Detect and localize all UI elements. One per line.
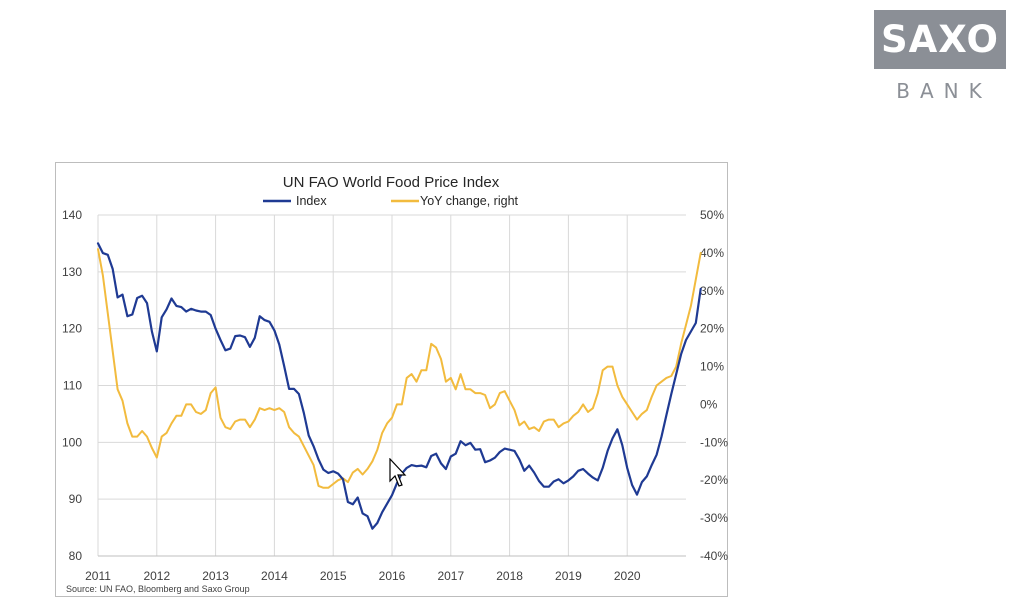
x-tick-label: 2013: [202, 569, 229, 583]
right-tick-label: -20%: [700, 473, 728, 487]
right-tick-label: -30%: [700, 511, 728, 525]
right-tick-label: -10%: [700, 435, 728, 449]
mouse-cursor-icon: [389, 458, 407, 487]
right-tick-label: 40%: [700, 246, 724, 260]
x-tick-label: 2011: [85, 569, 111, 583]
right-tick-label: 0%: [700, 397, 718, 411]
logo-wordmark: SAXO: [874, 10, 1006, 69]
left-tick-label: 130: [62, 265, 82, 279]
legend-label: Index: [296, 194, 327, 208]
left-tick-label: 110: [63, 379, 82, 393]
left-tick-label: 120: [62, 322, 82, 336]
source-note: Source: UN FAO, Bloomberg and Saxo Group: [66, 584, 250, 594]
right-tick-label: 10%: [700, 360, 724, 374]
left-tick-label: 90: [69, 492, 83, 506]
x-tick-label: 2012: [143, 569, 170, 583]
right-tick-label: -40%: [700, 549, 728, 563]
logo-subtitle: BANK: [896, 79, 992, 103]
right-tick-label: 50%: [700, 208, 724, 222]
x-tick-label: 2019: [555, 569, 582, 583]
x-tick-label: 2017: [437, 569, 464, 583]
legend-label: YoY change, right: [420, 194, 519, 208]
x-tick-label: 2014: [261, 569, 288, 583]
x-tick-label: 2015: [320, 569, 347, 583]
x-tick-label: 2018: [496, 569, 523, 583]
left-tick-label: 100: [62, 435, 82, 449]
x-tick-label: 2020: [614, 569, 641, 583]
left-tick-label: 80: [69, 549, 83, 563]
right-tick-label: 20%: [700, 322, 724, 336]
saxo-bank-logo: SAXO BANK: [874, 10, 1006, 103]
chart-title: UN FAO World Food Price Index: [283, 174, 500, 191]
right-tick-label: 30%: [700, 284, 724, 298]
series-line-yoy: [97, 248, 702, 489]
left-tick-label: 140: [62, 208, 82, 222]
x-tick-label: 2016: [379, 569, 406, 583]
